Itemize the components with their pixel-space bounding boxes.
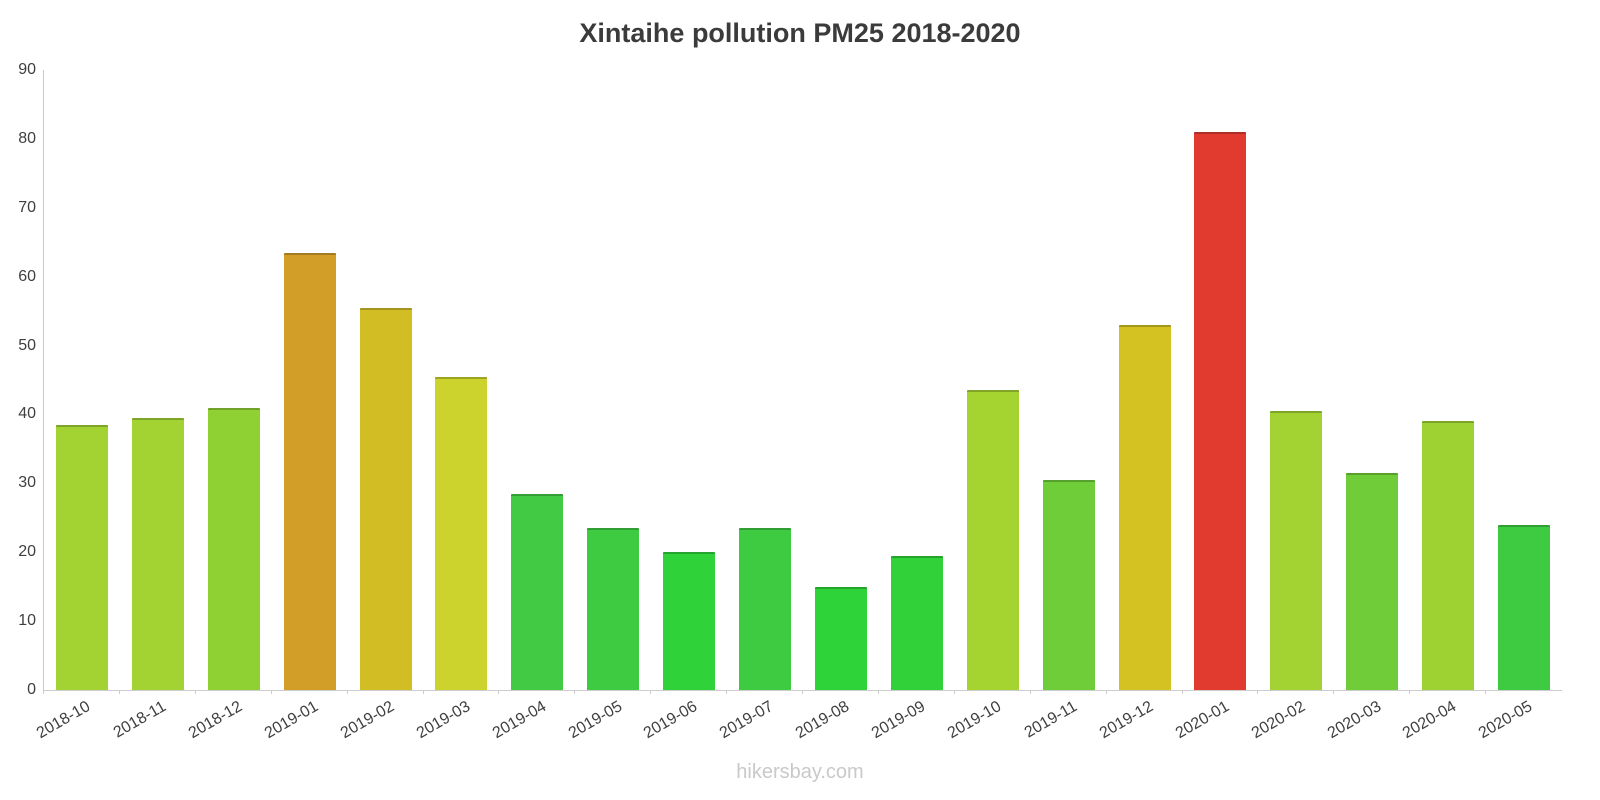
y-axis-tick-label: 50 <box>18 336 36 354</box>
x-axis-tick-label: 2020-05 <box>1476 698 1536 743</box>
bar-2020-01 <box>1194 132 1247 690</box>
y-axis-tick-label: 80 <box>18 129 36 147</box>
x-axis-tick-mark <box>422 690 424 694</box>
x-axis-tick-mark <box>1181 690 1183 694</box>
y-axis-tick-label: 90 <box>18 61 36 78</box>
bar-2020-05 <box>1498 524 1551 690</box>
x-axis-tick-mark <box>346 690 348 694</box>
bar-2018-12 <box>207 407 260 690</box>
chart-title: Xintaihe pollution PM25 2018-2020 <box>579 18 1021 48</box>
y-axis-tick-label: 60 <box>18 267 36 285</box>
x-axis-tick-mark <box>1105 690 1107 694</box>
bar-2019-10 <box>966 390 1019 690</box>
x-axis-tick-label: 2019-12 <box>1096 698 1157 743</box>
bar-2019-03 <box>435 376 488 690</box>
x-axis-tick-mark <box>43 690 44 694</box>
bar-2019-11 <box>1042 479 1095 690</box>
bar-2019-07 <box>739 528 792 690</box>
bar-2019-09 <box>890 555 943 690</box>
x-axis-tick-label: 2019-01 <box>261 698 322 743</box>
x-axis-tick-mark <box>650 690 652 694</box>
bar-2020-02 <box>1270 411 1323 690</box>
x-axis-tick-label: 2018-11 <box>111 698 170 742</box>
x-axis-tick-label: 2018-10 <box>34 698 94 743</box>
x-axis-tick-label: 2019-07 <box>717 698 777 743</box>
y-axis-tick-label: 70 <box>18 198 36 216</box>
x-axis-tick-mark <box>194 690 196 694</box>
y-axis-tick-label: 20 <box>18 543 36 561</box>
bar-2019-12 <box>1118 324 1171 690</box>
x-axis-tick-mark <box>1485 690 1487 694</box>
x-axis-tick-label: 2020-02 <box>1248 698 1308 743</box>
x-axis-tick-label: 2020-04 <box>1400 698 1460 743</box>
x-axis-tick-mark <box>953 690 955 694</box>
y-axis-tick-label: 30 <box>18 474 36 492</box>
y-axis-tick-label: 40 <box>18 405 36 423</box>
bar-2020-04 <box>1422 421 1475 690</box>
y-axis-tick-label: 10 <box>18 612 36 630</box>
x-axis-tick-label: 2019-09 <box>869 698 929 743</box>
y-axis: 0 10 20 30 40 50 60 70 80 90 <box>0 0 36 800</box>
x-axis-tick-label: 2019-10 <box>944 698 1005 743</box>
bar-2019-05 <box>587 528 640 690</box>
x-axis-tick-label: 2018-12 <box>185 698 246 743</box>
bar-2019-01 <box>283 252 336 690</box>
x-axis: 2018-10 2018-11 2018-12 2019-01 2019-02 2019-… <box>34 690 1561 760</box>
x-axis-tick-label: 2019-11 <box>1021 698 1081 742</box>
y-axis-tick-label: 0 <box>27 681 36 698</box>
watermark: hikersbay.com <box>736 761 864 783</box>
x-axis-tick-mark <box>802 690 803 694</box>
x-axis-tick-mark <box>877 690 879 694</box>
bar-2019-08 <box>814 586 867 690</box>
plot-area <box>43 70 1562 691</box>
bar-2020-03 <box>1346 473 1399 690</box>
bar-2018-11 <box>131 417 184 690</box>
x-axis-tick-label: 2019-05 <box>565 698 625 743</box>
x-axis-tick-mark <box>1409 690 1411 694</box>
x-axis-tick-label: 2020-01 <box>1172 698 1232 743</box>
bar-2019-02 <box>359 307 412 690</box>
x-axis-tick-label: 2019-03 <box>413 698 473 743</box>
bar-2018-10 <box>55 424 108 690</box>
x-axis-tick-label: 2019-06 <box>641 698 701 743</box>
x-axis-tick-mark <box>726 690 728 694</box>
x-axis-tick-mark <box>574 690 576 694</box>
x-axis-tick-mark <box>1257 690 1259 694</box>
x-axis-tick-mark <box>270 690 272 694</box>
bar-2019-04 <box>511 493 564 690</box>
x-axis-tick-mark <box>1333 690 1335 694</box>
x-axis-tick-mark <box>1029 690 1031 694</box>
bar-2019-06 <box>663 552 716 690</box>
x-axis-tick-label: 2019-08 <box>793 698 853 743</box>
x-axis-tick-mark <box>498 690 500 694</box>
x-axis-tick-label: 2019-04 <box>489 698 549 743</box>
x-axis-tick-label: 2019-02 <box>337 698 398 743</box>
x-axis-tick-label: 2020-03 <box>1324 698 1384 743</box>
x-axis-tick-mark <box>118 690 120 694</box>
